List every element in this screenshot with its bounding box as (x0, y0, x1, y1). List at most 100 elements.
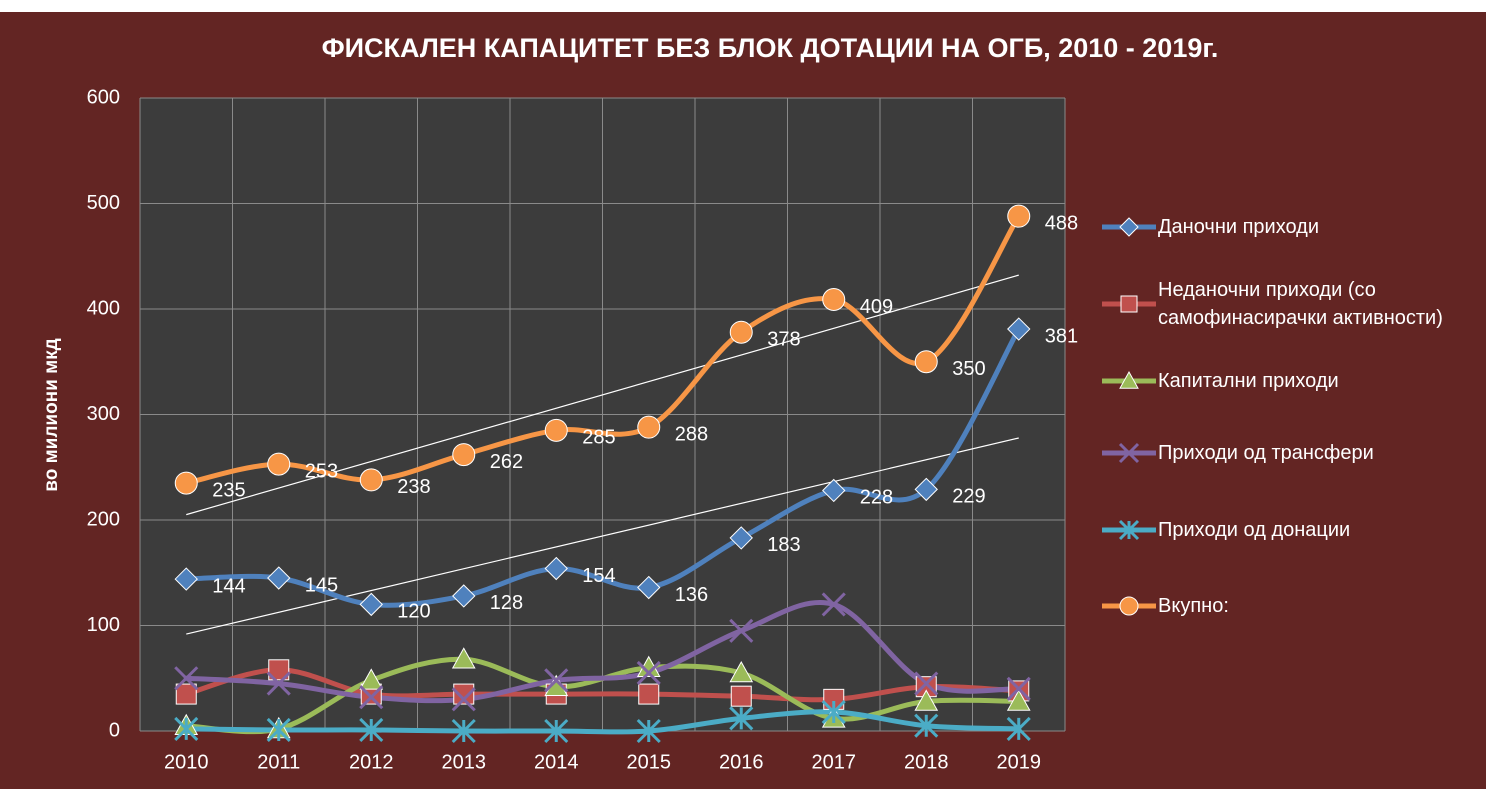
data-label: 488 (1045, 212, 1078, 234)
marker (822, 478, 846, 503)
y-tick-label: 0 (109, 719, 120, 741)
legend-label: Приходи од трансфери (1158, 442, 1374, 464)
legend-label: Неданочни приходи (со самофинасирачки ак… (1158, 279, 1443, 329)
data-label: 144 (212, 575, 245, 597)
legend-item: Вкупно: (1100, 591, 1486, 621)
marker (268, 659, 290, 681)
legend-marker (1119, 596, 1139, 616)
data-label: 136 (675, 584, 708, 606)
legend-item: Неданочни приходи (со самофинасирачки ак… (1100, 276, 1486, 332)
x-tick-label: 2019 (997, 751, 1042, 773)
marker (266, 717, 291, 743)
legend-item: Даночни приходи (1100, 212, 1486, 242)
chart-title: ФИСКАЛЕН КАПАЦИТЕТ БЕЗ БЛОК ДОТАЦИИ НА О… (322, 33, 1219, 63)
marker (267, 452, 291, 476)
marker (453, 683, 475, 705)
x-tick-label: 2011 (257, 751, 300, 773)
legend-marker (1120, 295, 1138, 313)
y-tick-label: 300 (87, 403, 120, 425)
y-tick-label: 200 (87, 508, 120, 530)
data-label: 145 (305, 574, 338, 596)
legend-item: Приходи од донации (1100, 515, 1486, 545)
marker (452, 443, 476, 467)
marker (637, 575, 661, 600)
marker (914, 350, 938, 374)
marker (637, 415, 661, 439)
legend-swatch (1102, 370, 1156, 389)
x-tick-label: 2018 (904, 751, 949, 773)
legend-marker (1118, 442, 1140, 464)
marker (1006, 689, 1031, 711)
marker (451, 687, 476, 712)
marker (821, 592, 846, 617)
legend-swatch (1102, 519, 1156, 541)
marker (729, 706, 754, 731)
marker (175, 683, 197, 705)
marker (729, 660, 754, 683)
data-label: 228 (860, 487, 893, 509)
legend-label: Даночни приходи (1158, 216, 1320, 238)
marker (451, 647, 476, 669)
data-label: 154 (582, 565, 615, 587)
marker (1006, 676, 1031, 701)
marker (636, 660, 661, 686)
marker (729, 526, 753, 550)
marker (1007, 204, 1031, 228)
x-tick-label: 2012 (349, 751, 394, 773)
marker (914, 477, 938, 502)
trend-line (186, 437, 1019, 635)
legend-marker (1118, 519, 1140, 541)
marker (359, 592, 383, 617)
marker (174, 666, 199, 691)
marker (544, 418, 568, 442)
data-label: 288 (675, 423, 708, 445)
x-tick-label: 2017 (812, 751, 857, 773)
marker (266, 671, 291, 696)
data-label: 253 (305, 460, 338, 482)
legend-marker (1119, 217, 1139, 237)
data-label: 262 (490, 451, 523, 473)
marker (359, 468, 383, 492)
series-line (183, 326, 1022, 608)
series-line (183, 600, 1022, 704)
x-tick-label: 2010 (164, 751, 209, 773)
data-label: 229 (952, 486, 985, 508)
marker (729, 618, 754, 643)
data-label: 183 (767, 534, 800, 556)
data-label: 285 (582, 427, 615, 449)
y-tick-label: 600 (87, 86, 120, 108)
marker (267, 566, 291, 590)
legend-swatch (1102, 442, 1156, 464)
data-label: 238 (397, 476, 430, 498)
marker (544, 556, 568, 581)
data-label: 378 (767, 328, 800, 350)
marker (636, 718, 661, 744)
marker (638, 683, 660, 705)
series-line (183, 709, 1022, 735)
marker (1007, 317, 1031, 341)
marker (359, 668, 384, 690)
legend-marker (1119, 370, 1139, 389)
marker (174, 567, 198, 591)
marker (914, 671, 939, 696)
y-axis-label: во милиони мкд (41, 338, 62, 491)
marker (174, 716, 199, 741)
legend-swatch (1102, 295, 1156, 313)
y-tick-label: 500 (87, 192, 120, 214)
legend-label: Вкупно: (1158, 595, 1229, 617)
marker (729, 320, 753, 344)
marker (452, 584, 476, 608)
data-label: 350 (952, 358, 985, 380)
marker (359, 717, 384, 743)
marker (174, 471, 198, 495)
marker (451, 718, 476, 744)
series-line (183, 667, 1022, 703)
x-tick-label: 2014 (534, 751, 579, 773)
marker (544, 668, 569, 693)
data-label: 235 (212, 479, 245, 501)
data-label: 128 (490, 592, 523, 614)
data-label: 409 (860, 296, 893, 318)
y-tick-label: 400 (87, 297, 120, 319)
